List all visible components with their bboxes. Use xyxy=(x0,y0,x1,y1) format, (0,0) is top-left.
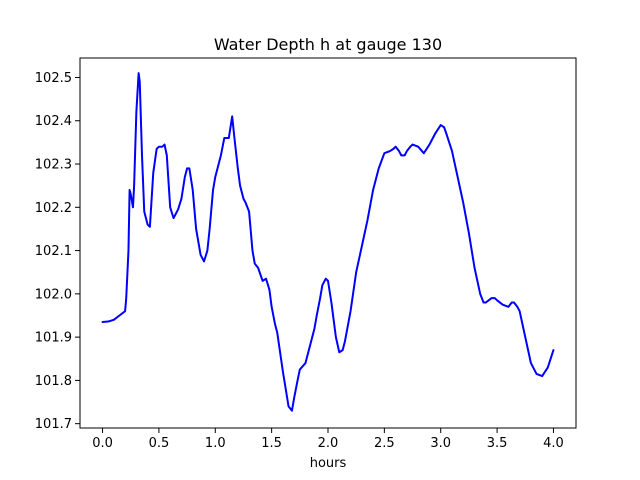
x-axis-label: hours xyxy=(310,456,347,471)
x-tick-label: 3.0 xyxy=(430,436,451,451)
y-tick-label: 101.9 xyxy=(35,331,72,346)
y-tick-label: 102.5 xyxy=(35,71,72,86)
x-tick-label: 2.0 xyxy=(318,436,339,451)
x-tick-label: 3.5 xyxy=(487,436,508,451)
chart-title: Water Depth h at gauge 130 xyxy=(214,35,442,54)
x-tick-label: 0.0 xyxy=(92,436,113,451)
x-tick-label: 0.5 xyxy=(149,436,170,451)
y-tick-label: 102.4 xyxy=(35,114,72,129)
y-axis: 101.7 101.8 101.9 102.0 102.1 102.2 102.3 102.4… xyxy=(35,71,80,432)
y-tick-label: 102.3 xyxy=(35,158,72,173)
y-tick-label: 102.0 xyxy=(35,287,72,302)
y-tick-label: 101.7 xyxy=(35,417,72,432)
x-axis: 0.0 0.5 1.0 1.5 2.0 2.5 3.0 3.5 4.0 xyxy=(92,428,564,451)
y-tick-label: 102.1 xyxy=(35,244,72,259)
x-tick-label: 1.5 xyxy=(261,436,282,451)
plot-area xyxy=(101,72,555,412)
x-tick-label: 2.5 xyxy=(374,436,395,451)
y-tick-label: 101.8 xyxy=(35,374,72,389)
x-tick-label: 4.0 xyxy=(543,436,564,451)
series-line xyxy=(101,72,555,412)
x-tick-label: 1.0 xyxy=(205,436,226,451)
y-tick-label: 102.2 xyxy=(35,201,72,216)
